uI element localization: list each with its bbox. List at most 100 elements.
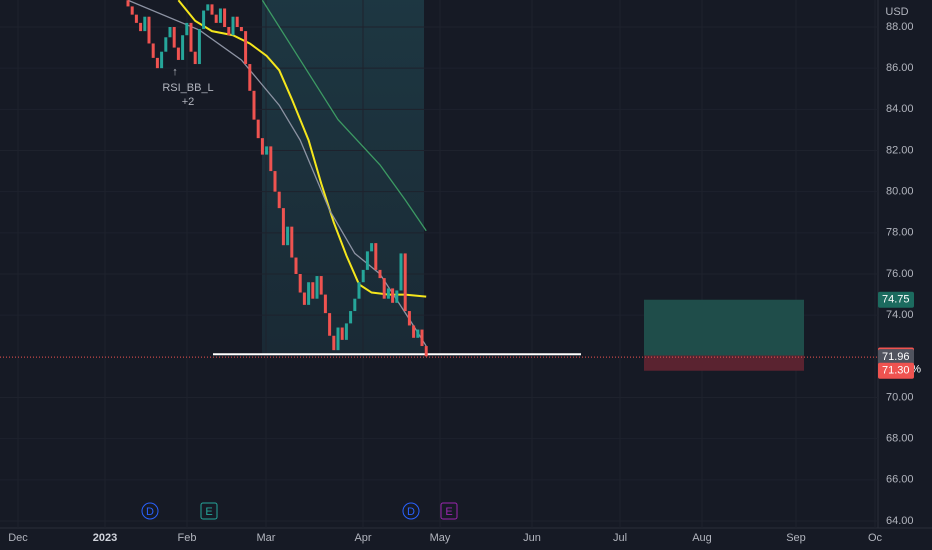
y-tick-label: 74.00 bbox=[886, 309, 914, 321]
candle bbox=[252, 90, 256, 120]
y-tick-label: 84.00 bbox=[886, 103, 914, 115]
candle bbox=[206, 4, 210, 11]
candle bbox=[235, 16, 239, 27]
candle bbox=[424, 346, 428, 357]
candle bbox=[248, 64, 252, 91]
y-tick-label: 70.00 bbox=[886, 391, 914, 403]
candle bbox=[164, 37, 168, 52]
candle bbox=[365, 251, 369, 270]
signal-count: +2 bbox=[182, 96, 195, 108]
candle bbox=[269, 146, 273, 172]
candle bbox=[160, 51, 164, 69]
candle bbox=[281, 208, 285, 246]
candle bbox=[181, 35, 185, 60]
moving-average bbox=[177, 0, 427, 298]
candle bbox=[298, 274, 302, 293]
candle bbox=[139, 22, 143, 32]
x-tick-label: Feb bbox=[178, 532, 197, 544]
candle bbox=[412, 325, 416, 338]
candle bbox=[353, 298, 357, 312]
candle bbox=[239, 27, 243, 32]
candle bbox=[399, 253, 403, 291]
candle bbox=[273, 171, 277, 192]
x-tick-label: Oc bbox=[868, 532, 883, 544]
event-icon bbox=[440, 502, 458, 520]
candle bbox=[214, 14, 218, 23]
moving-average bbox=[261, 0, 427, 232]
x-tick-label: Aug bbox=[692, 532, 712, 544]
y-tick-label: 66.00 bbox=[886, 474, 914, 486]
currency: USD bbox=[885, 6, 908, 18]
candle bbox=[294, 257, 298, 274]
candle bbox=[349, 311, 353, 324]
candle bbox=[202, 10, 206, 30]
candle bbox=[286, 226, 290, 246]
candle bbox=[197, 29, 201, 65]
price-badge-label: 71.96 bbox=[882, 351, 910, 363]
y-tick-label: 82.00 bbox=[886, 144, 914, 156]
candle bbox=[395, 290, 399, 303]
candle bbox=[378, 269, 382, 279]
candle bbox=[416, 329, 420, 338]
event-label: D bbox=[146, 506, 154, 518]
candle bbox=[134, 14, 138, 23]
candle bbox=[126, 0, 130, 7]
candle bbox=[193, 51, 197, 65]
candle bbox=[340, 327, 344, 340]
event-icon bbox=[141, 502, 159, 520]
candle bbox=[315, 276, 319, 299]
event-label: D bbox=[407, 506, 415, 518]
candle bbox=[323, 294, 327, 314]
event-label: E bbox=[205, 506, 212, 518]
candle bbox=[227, 27, 231, 36]
candle bbox=[403, 253, 407, 312]
candle bbox=[176, 47, 180, 60]
price-badge-label: 71.30 bbox=[882, 365, 910, 377]
candle bbox=[265, 146, 269, 155]
candle bbox=[336, 327, 340, 351]
signal-arrow: ↑ bbox=[172, 66, 178, 78]
x-tick-label: Jun bbox=[523, 532, 541, 544]
y-tick-label: 78.00 bbox=[886, 227, 914, 239]
candle bbox=[370, 243, 374, 252]
candle bbox=[277, 191, 281, 209]
candle bbox=[386, 288, 390, 299]
candle bbox=[218, 8, 222, 23]
signal-label: RSI_BB_L bbox=[162, 82, 213, 94]
x-tick-label: 2023 bbox=[93, 532, 117, 544]
candle bbox=[391, 288, 395, 303]
candle bbox=[260, 138, 264, 155]
y-tick-label: 88.00 bbox=[886, 21, 914, 33]
x-tick-label: Sep bbox=[786, 532, 806, 544]
highlight-zone bbox=[262, 0, 424, 355]
candle bbox=[223, 8, 227, 28]
candle bbox=[143, 16, 147, 32]
candle bbox=[407, 311, 411, 326]
candle bbox=[290, 226, 294, 258]
profit-zone bbox=[644, 299, 804, 356]
candle bbox=[307, 282, 311, 305]
x-tick-label: Apr bbox=[354, 532, 371, 544]
y-tick-label: 68.00 bbox=[886, 433, 914, 445]
moving-average bbox=[127, 0, 427, 347]
event-label: E bbox=[445, 506, 452, 518]
candle bbox=[344, 323, 348, 340]
price-badge bbox=[878, 291, 914, 308]
candle bbox=[374, 243, 378, 270]
y-tick-label: 80.00 bbox=[886, 186, 914, 198]
x-tick-label: Mar bbox=[257, 532, 276, 544]
price-badge-label: 74.75 bbox=[882, 294, 910, 306]
candle bbox=[382, 278, 386, 299]
candle bbox=[185, 22, 189, 36]
x-tick-label: Dec bbox=[8, 532, 28, 544]
candle bbox=[189, 22, 193, 52]
candle bbox=[328, 313, 332, 336]
candle bbox=[172, 27, 176, 48]
candle bbox=[244, 31, 248, 65]
candle bbox=[332, 335, 336, 351]
event-icon bbox=[402, 502, 420, 520]
candle bbox=[130, 6, 134, 15]
candle bbox=[151, 43, 155, 58]
loss-zone bbox=[644, 355, 804, 371]
